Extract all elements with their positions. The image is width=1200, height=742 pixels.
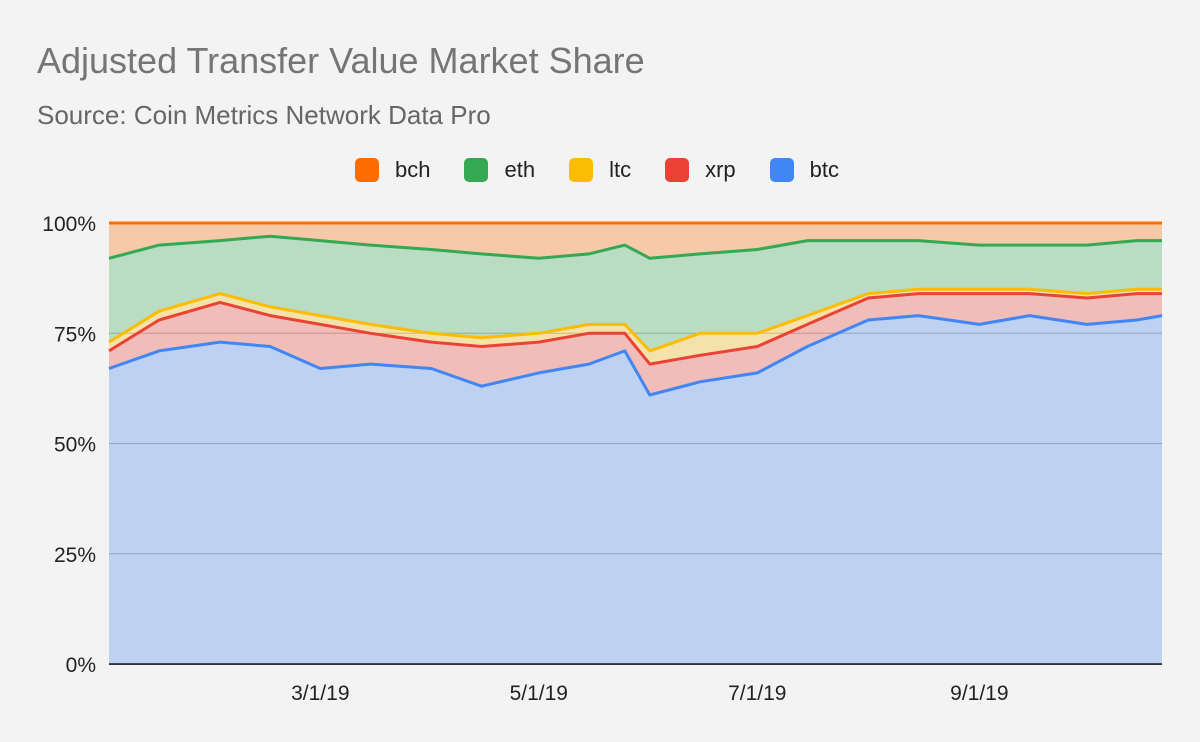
legend-label-ltc: ltc xyxy=(609,157,632,182)
area-xrp xyxy=(109,293,1162,395)
legend-label-bch: bch xyxy=(395,157,431,182)
chart-subtitle: Source: Coin Metrics Network Data Pro xyxy=(37,100,491,130)
legend-swatch-ltc xyxy=(569,158,594,182)
x-tick-label: 3/1/19 xyxy=(291,682,349,705)
legend-item-ltc: ltc xyxy=(569,157,631,183)
x-tick-label: 5/1/19 xyxy=(510,682,568,705)
legend-swatch-btc xyxy=(769,158,794,182)
legend-item-bch: bch xyxy=(355,157,430,183)
chart-title: Adjusted Transfer Value Market Share xyxy=(37,40,645,81)
chart-lines xyxy=(108,221,1163,397)
y-tick-label: 75% xyxy=(54,323,96,346)
legend-label-eth: eth xyxy=(504,157,536,182)
legend-item-xrp: xrp xyxy=(665,157,736,183)
legend-swatch-bch xyxy=(355,158,379,182)
legend-swatch-xrp xyxy=(665,158,690,182)
y-tick-label: 100% xyxy=(42,213,96,236)
x-tick-label: 7/1/19 xyxy=(728,682,786,705)
line-xrp xyxy=(108,292,1162,366)
line-eth xyxy=(108,234,1162,260)
legend-item-eth: eth xyxy=(464,157,535,183)
legend-label-btc: btc xyxy=(809,157,839,182)
line-ltc xyxy=(108,287,1162,353)
area-btc xyxy=(109,315,1162,664)
chart-legend: bch eth ltc xrp btc xyxy=(355,157,873,183)
chart-areas xyxy=(109,223,1162,664)
x-tick-label: 9/1/19 xyxy=(950,682,1008,705)
y-tick-label: 50% xyxy=(54,434,96,457)
line-btc xyxy=(108,314,1163,397)
area-bch xyxy=(109,223,1162,259)
legend-swatch-eth xyxy=(464,158,489,182)
x-axis-ticks: 3/1/19 5/1/19 7/1/19 9/1/19 xyxy=(291,682,1008,705)
y-tick-label: 25% xyxy=(54,544,96,567)
legend-label-xrp: xrp xyxy=(705,157,736,182)
y-tick-label: 0% xyxy=(66,654,96,677)
area-eth xyxy=(109,236,1162,351)
legend-item-btc: btc xyxy=(769,157,839,183)
y-axis-ticks: 0% 25% 50% 75% 100% xyxy=(42,213,96,677)
